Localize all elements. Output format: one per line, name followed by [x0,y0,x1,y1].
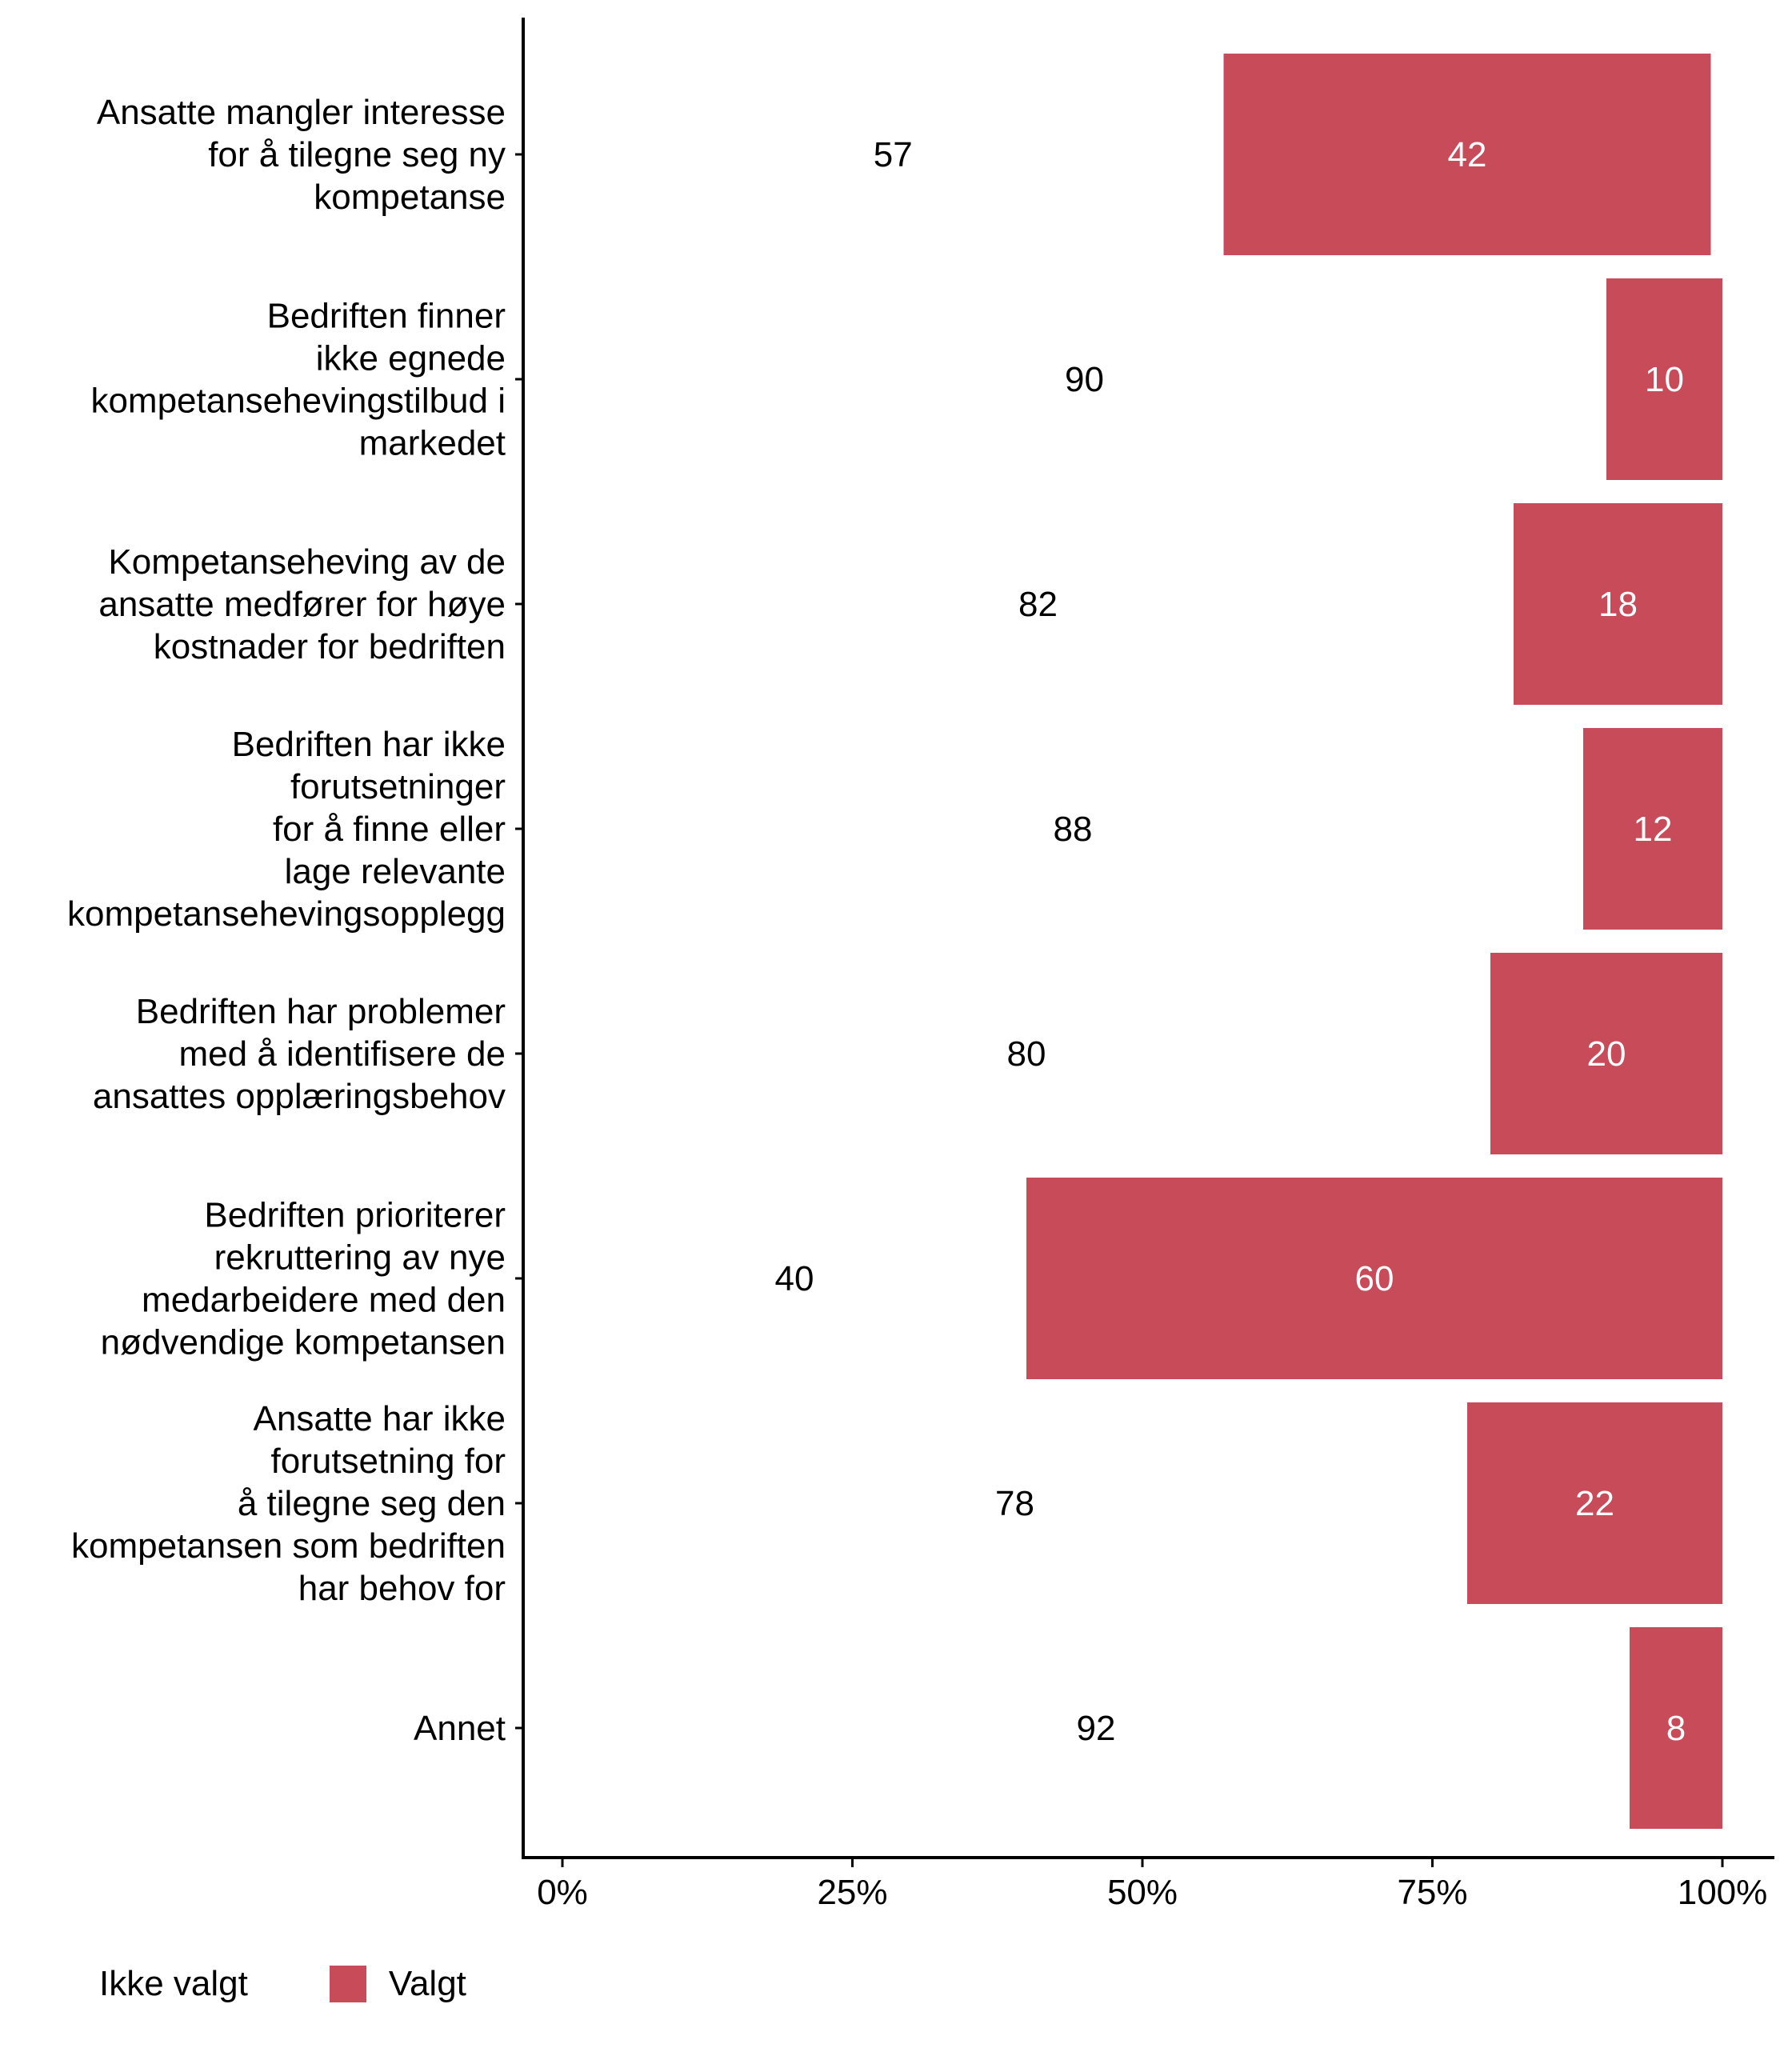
data-label: 18 [1598,585,1638,624]
category-label: Bedriften finner ikke egnede kompetansehev… [90,297,506,463]
category-label-line: rekruttering av nye [214,1238,506,1278]
category-label: Bedriften har ikke forutsetninger for å fi… [67,725,506,934]
data-label: 40 [775,1259,814,1298]
data-label: 82 [1018,585,1058,624]
category-labels-layer: Ansatte mangler interesse for å tilegne s… [67,93,506,1748]
data-label: 12 [1634,810,1673,849]
bar-valgt [1583,728,1722,930]
data-label: 80 [1007,1034,1046,1074]
data-label: 20 [1587,1034,1626,1074]
legend-item-valgt: Valgt [329,1964,466,2004]
category-label-line: ansatte medfører for høye [98,585,506,624]
bar-valgt [1490,953,1722,1154]
category-label-line: medarbeidere med den [142,1281,506,1320]
category-label-line: å tilegne seg den [238,1484,506,1523]
x-tick-label: 50% [1107,1873,1178,1912]
category-label-line: ikke egnede [316,339,506,378]
category-label-line: kompetansehevingsopplegg [67,894,506,934]
legend-label: Ikke valgt [99,1964,248,2003]
data-label: 90 [1065,360,1104,399]
x-tick-label: 25% [817,1873,887,1912]
category-label-line: forutsetninger [290,767,506,806]
category-label: Ansatte har ikke forutsetning for å tilegn… [71,1399,506,1608]
x-tick-label: 0% [537,1873,588,1912]
category-label: Bedriften har problemer med å identifiser… [93,992,506,1116]
legend-swatch [329,1966,366,2002]
bar-valgt [1514,503,1722,705]
category-label-line: har behov for [298,1569,506,1608]
category-label-line: forutsetning for [271,1442,506,1481]
category-label-line: Kompetanseheving av de [108,542,506,582]
data-label: 42 [1448,135,1487,174]
category-label-line: med å identifisere de [179,1034,506,1074]
x-tick-label: 100% [1678,1873,1768,1912]
category-label: Kompetanseheving av de ansatte medfører f… [98,542,506,666]
category-label-line: Ansatte mangler interesse [97,93,506,132]
legend-item-ikke-valgt: Ikke valgt [99,1964,330,2004]
bar-valgt [1223,54,1711,255]
bar-valgt [1630,1627,1722,1829]
category-label-line: kostnader for bedriften [154,627,506,666]
data-label: 78 [995,1484,1034,1523]
bars-layer [1026,54,1722,1829]
data-label: 57 [874,135,913,174]
category-label-line: Annet [414,1709,506,1748]
category-label-line: ansattes opplæringsbehov [93,1077,506,1116]
category-label-line: Ansatte har ikke [254,1399,506,1438]
category-label-line: Bedriften prioriterer [204,1196,506,1235]
category-label-line: kompetanse [314,178,506,217]
data-label: 88 [1054,810,1093,849]
value-labels-layer: 57 42 90 10 82 18 88 12 80 20 40 60 78 22 92 8 [775,135,1686,1748]
category-label-line: Bedriften har problemer [136,992,506,1031]
category-label-line: Bedriften finner [267,297,506,336]
category-label-line: kompetansen som bedriften [71,1526,506,1566]
category-label: Ansatte mangler interesse for å tilegne s… [97,93,506,217]
category-label-line: kompetansehevingstilbud i [90,382,506,421]
category-label: Bedriften prioriterer rekruttering av nye… [101,1196,506,1362]
data-label: 10 [1645,360,1684,399]
category-label-line: for å finne eller [273,810,506,849]
category-label-line: Bedriften har ikke [232,725,506,764]
category-label-line: for å tilegne seg ny [208,135,506,174]
x-tick-label: 75% [1397,1873,1467,1912]
data-label: 60 [1355,1259,1394,1298]
legend-swatch [270,1966,307,2002]
x-ticks-layer: 0% 25% 50% 75% 100% [537,1858,1767,1912]
data-label: 92 [1077,1709,1116,1748]
category-label-line: lage relevante [285,852,506,891]
data-label: 8 [1666,1709,1686,1748]
bar-valgt [1606,278,1722,480]
legend-label: Valgt [388,1964,466,2003]
category-label-line: markedet [359,424,506,463]
bar-valgt [1026,1178,1722,1379]
bar-valgt [1467,1402,1722,1604]
y-ticks-layer [515,153,523,1730]
axes-layer [522,18,1774,1859]
data-label: 22 [1575,1484,1614,1523]
category-label-line: nødvendige kompetansen [101,1323,506,1362]
legend: Ikke valgt Valgt [99,1964,466,2004]
category-label: Annet [414,1709,506,1748]
